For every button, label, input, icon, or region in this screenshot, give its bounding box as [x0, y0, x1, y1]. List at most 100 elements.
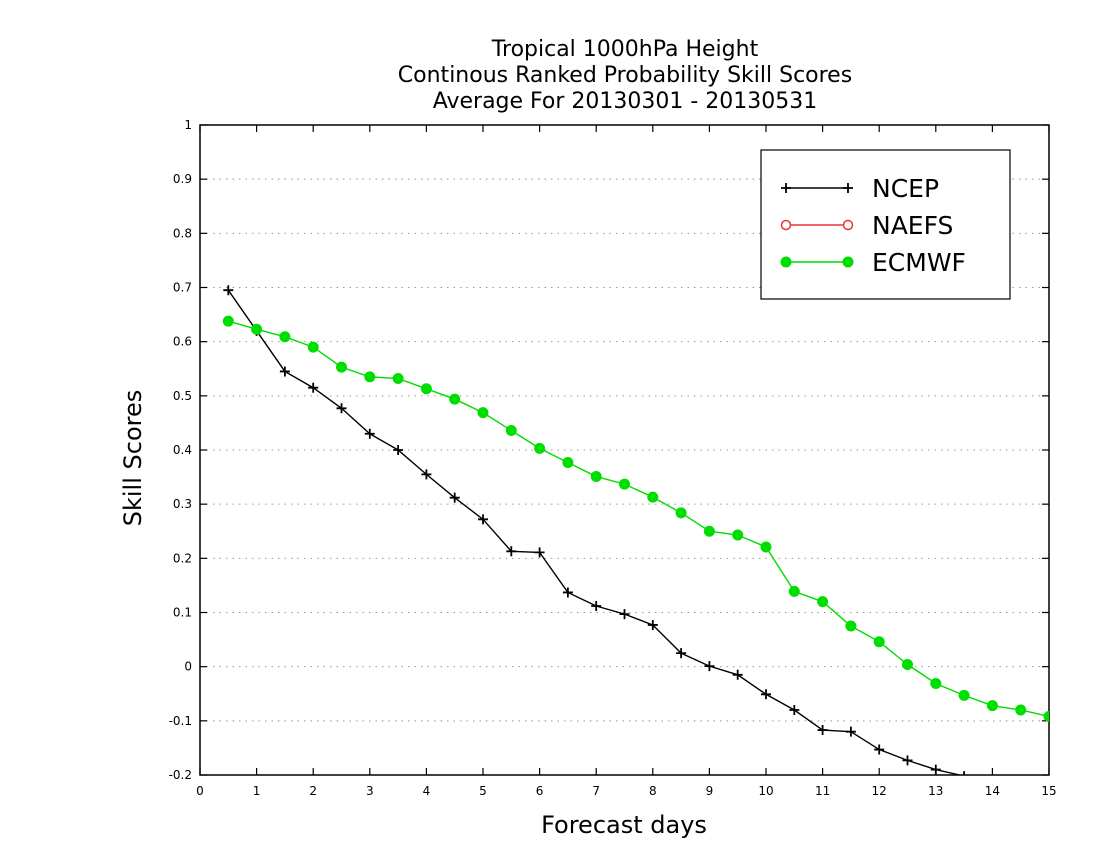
legend-marker-ncep	[843, 183, 853, 193]
x-tick-label: 8	[649, 784, 657, 798]
data-point-ecmwf	[619, 478, 630, 490]
data-point-ecmwf	[760, 541, 772, 553]
data-point-ecmwf	[505, 425, 517, 436]
y-tick-label: 0	[184, 660, 192, 674]
data-point-ncep	[874, 744, 885, 755]
data-point-ncep	[591, 601, 602, 611]
y-tick-label: 0.8	[173, 226, 192, 240]
legend-marker-ecmwf	[780, 256, 792, 268]
data-point-ecmwf	[873, 636, 885, 648]
y-axis-label: Skill Scores	[119, 390, 147, 527]
x-tick-label: 6	[536, 784, 544, 798]
data-point-ncep	[279, 366, 290, 377]
y-tick-label: 0.6	[173, 335, 192, 349]
x-tick-label: 14	[985, 784, 1000, 798]
series-line-ecmwf	[228, 320, 1049, 718]
data-point-ncep	[308, 382, 319, 393]
data-point-ecmwf	[732, 529, 744, 541]
y-tick-label: 0.3	[173, 497, 192, 511]
chart-title-line-3: Average For 20130301 - 20130531	[432, 89, 818, 114]
x-tick-label: 12	[872, 784, 887, 798]
data-point-ncep	[676, 648, 687, 659]
data-point-ecmwf	[392, 373, 404, 384]
data-point-ncep	[817, 725, 828, 736]
x-tick-label: 4	[423, 784, 431, 798]
data-point-ecmwf	[477, 407, 489, 419]
data-point-ecmwf	[788, 585, 800, 597]
data-point-ncep	[789, 705, 800, 715]
data-point-ecmwf	[647, 491, 659, 503]
chart-title-line-1: Tropical 1000hPa Height	[491, 37, 759, 62]
legend-entries: NCEP NAEFS ECMWF	[780, 174, 966, 277]
y-tick-label: 0.5	[173, 389, 192, 403]
legend-marker-naefs	[780, 219, 792, 231]
series-ncep	[223, 285, 1026, 792]
legend-entry-ncep: NCEP	[781, 174, 939, 203]
data-point-ecmwf	[845, 620, 857, 632]
data-point-ecmwf	[279, 331, 291, 343]
data-point-ecmwf	[364, 371, 376, 383]
y-tick-label: 0.7	[173, 281, 192, 295]
data-point-ncep	[223, 285, 234, 296]
x-tick-label: 5	[479, 784, 487, 798]
data-point-ecmwf	[222, 315, 234, 327]
y-tick-label: 0.4	[173, 443, 192, 457]
data-point-ncep	[449, 492, 460, 503]
legend-label-ncep: NCEP	[872, 174, 939, 203]
data-point-ncep	[963, 771, 965, 775]
x-tick-label: 9	[706, 784, 714, 798]
x-tick-label: 15	[1041, 784, 1056, 798]
data-point-ecmwf	[562, 456, 574, 468]
x-tick-label: 10	[758, 784, 773, 798]
y-tick-label: 1	[184, 118, 192, 132]
data-point-ncep	[421, 469, 432, 480]
legend-marker-ecmwf	[842, 256, 854, 268]
data-point-ncep	[478, 514, 488, 525]
x-tick-label: 11	[815, 784, 830, 798]
x-tick-label: 1	[253, 784, 261, 798]
data-point-ecmwf	[449, 393, 461, 405]
legend-entry-naefs: NAEFS	[780, 211, 953, 240]
series-group	[222, 285, 1049, 792]
axis-ticks: -0.2-0.100.10.20.30.40.50.60.70.80.910 1 2…	[169, 118, 1057, 798]
data-point-ncep	[562, 587, 573, 598]
data-point-ncep	[1016, 782, 1026, 792]
y-tick-label: 0.9	[173, 172, 192, 186]
legend-label-naefs: NAEFS	[872, 211, 953, 240]
x-tick-label: 3	[366, 784, 374, 798]
data-point-ecmwf	[307, 341, 319, 353]
data-point-ecmwf	[420, 383, 432, 395]
data-point-ecmwf	[930, 677, 942, 689]
legend: NCEP NAEFS ECMWF	[760, 149, 1011, 300]
data-point-ecmwf	[336, 361, 347, 373]
y-tick-label: -0.1	[169, 714, 192, 728]
data-point-ncep	[619, 609, 630, 620]
data-point-ecmwf	[590, 471, 602, 483]
y-tick-label: 0.1	[173, 606, 192, 620]
data-point-ecmwf	[675, 507, 687, 519]
data-point-ecmwf	[817, 596, 829, 608]
x-axis-label: Forecast days	[541, 811, 707, 839]
data-point-ecmwf	[703, 525, 715, 537]
series-ecmwf	[222, 315, 1049, 722]
data-point-ncep	[732, 669, 743, 680]
data-point-ncep	[845, 726, 856, 737]
x-tick-label: 2	[309, 784, 317, 798]
data-point-ncep	[930, 764, 941, 775]
data-point-ecmwf	[1015, 704, 1027, 716]
legend-label-ecmwf: ECMWF	[872, 248, 966, 277]
data-point-ecmwf	[986, 700, 998, 712]
chart-title-line-2: Continous Ranked Probability Skill Score…	[397, 63, 853, 88]
legend-marker-naefs	[842, 219, 854, 231]
legend-marker-ncep	[781, 183, 791, 193]
data-point-ncep	[534, 547, 545, 558]
data-point-ncep	[364, 428, 375, 439]
y-tick-label: -0.2	[169, 768, 192, 782]
x-tick-label: 13	[928, 784, 943, 798]
data-point-ncep	[336, 403, 347, 414]
legend-entry-ecmwf: ECMWF	[780, 248, 966, 277]
data-point-ncep	[761, 689, 771, 700]
data-point-ncep	[704, 661, 715, 672]
data-point-ncep	[506, 546, 517, 557]
